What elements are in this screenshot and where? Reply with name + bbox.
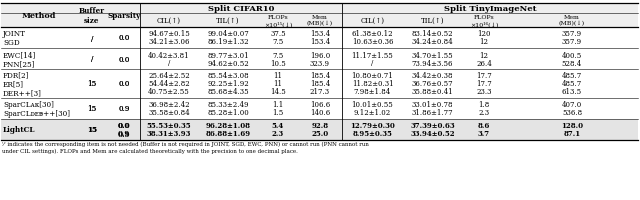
Text: 15: 15 [87,126,97,134]
Text: 185.4: 185.4 [310,80,330,88]
Text: 106.6: 106.6 [310,101,330,109]
Text: 15: 15 [88,105,97,113]
Text: Method: Method [21,12,56,20]
Text: 38.31±3.93: 38.31±3.93 [147,130,191,138]
Text: 7.98±1.84: 7.98±1.84 [354,88,391,96]
Text: 153.4: 153.4 [310,38,330,46]
Text: 15: 15 [87,80,97,88]
Text: SparCLᴀᴋ[30]
SparCLᴅᴇᴃ++[30]: SparCLᴀᴋ[30] SparCLᴅᴇᴃ++[30] [3,100,70,118]
Text: Split TinyImageNet: Split TinyImageNet [444,5,536,13]
Text: 34.42±0.38: 34.42±0.38 [412,72,453,80]
Text: 1.8: 1.8 [478,101,490,109]
Text: 37.5: 37.5 [270,30,286,38]
Text: /: / [91,34,93,42]
Text: 485.7: 485.7 [562,72,582,80]
Text: 36.98±2.42: 36.98±2.42 [148,101,190,109]
Text: under CIL settings). FLOPs and Mem are calculated theoretically with the precisi: under CIL settings). FLOPs and Mem are c… [2,148,298,153]
Text: 40.75±2.55: 40.75±2.55 [148,88,190,96]
Text: 196.0: 196.0 [310,51,330,59]
Text: Mem
(MB)(↓): Mem (MB)(↓) [307,15,333,26]
Text: 15: 15 [87,105,97,113]
Text: 31.86±1.77: 31.86±1.77 [412,109,453,117]
Text: 94.67±0.15: 94.67±0.15 [148,30,190,38]
Text: TIL(↑): TIL(↑) [216,17,240,25]
Text: 120: 120 [477,30,491,38]
Text: JOINT
SGD: JOINT SGD [3,30,26,47]
Text: 17.7: 17.7 [476,72,492,80]
Text: 2.3: 2.3 [272,130,284,138]
Text: 485.7: 485.7 [562,80,582,88]
Text: 15: 15 [87,126,97,134]
Text: Mem
(MB)(↓): Mem (MB)(↓) [559,15,585,26]
Text: 37.39±0.63: 37.39±0.63 [410,122,455,130]
Text: 85.68±4.35: 85.68±4.35 [207,88,249,96]
Text: 10.01±0.55: 10.01±0.55 [351,101,394,109]
Text: 83.14±0.52: 83.14±0.52 [412,30,453,38]
Bar [1,4,638,140]
Text: 128.0: 128.0 [561,122,583,130]
Text: /: / [91,55,93,63]
Text: 0.0: 0.0 [118,80,130,88]
Text: 0.0: 0.0 [118,34,130,42]
Text: 96.28±1.08: 96.28±1.08 [205,122,250,130]
Text: Sparsity: Sparsity [108,12,141,20]
Text: 0.9: 0.9 [118,130,130,138]
Text: 11.82±0.31: 11.82±0.31 [352,80,394,88]
Text: 12: 12 [479,51,488,59]
Text: 140.6: 140.6 [310,109,330,117]
Text: 7.5: 7.5 [273,51,284,59]
Text: 87.1: 87.1 [563,130,580,138]
Text: Buffer
size: Buffer size [79,7,105,24]
Text: 7.5: 7.5 [273,38,284,46]
Text: 2.3: 2.3 [479,109,490,117]
Text: 10.5: 10.5 [270,59,286,67]
Text: 613.5: 613.5 [562,88,582,96]
Bar [1,119,638,140]
Text: 323.9: 323.9 [310,59,330,67]
Text: 400.5: 400.5 [562,51,582,59]
Text: Split CIFAR10: Split CIFAR10 [208,5,274,13]
Text: 85.28±1.00: 85.28±1.00 [207,109,249,117]
Text: 185.4: 185.4 [310,72,330,80]
Text: 0.0
0.9: 0.0 0.9 [118,121,131,138]
Text: 35.88±0.41: 35.88±0.41 [412,88,453,96]
Text: TIL(↑): TIL(↑) [420,17,444,25]
Text: 92.8: 92.8 [312,122,328,130]
Text: CIL(↑): CIL(↑) [360,17,385,25]
Text: CIL(↑): CIL(↑) [157,17,181,25]
Text: FDR[2]
ER[5]
DER++[3]: FDR[2] ER[5] DER++[3] [3,71,42,97]
Text: '⁄' indicates the corresponding item is not needed (Buffer is not required in JO: '⁄' indicates the corresponding item is … [2,141,369,147]
Text: 0.0: 0.0 [118,80,130,88]
Text: 86.88±1.69: 86.88±1.69 [205,130,251,138]
Text: 153.4: 153.4 [310,30,330,38]
Text: 23.3: 23.3 [476,88,492,96]
Text: 34.70±1.55: 34.70±1.55 [412,51,453,59]
Text: 10.63±0.36: 10.63±0.36 [352,38,393,46]
Text: 33.01±0.78: 33.01±0.78 [412,101,453,109]
Text: 33.94±0.52: 33.94±0.52 [410,130,455,138]
Text: /: / [168,59,170,67]
Text: 99.04±0.07: 99.04±0.07 [207,30,249,38]
Text: 86.19±1.32: 86.19±1.32 [207,38,249,46]
Text: 10.80±0.71: 10.80±0.71 [351,72,394,80]
Text: 357.9: 357.9 [562,38,582,46]
Text: 55.53±0.35: 55.53±0.35 [147,122,191,130]
Text: 1.5: 1.5 [273,109,284,117]
Text: 217.3: 217.3 [310,88,330,96]
Text: 25.0: 25.0 [312,130,328,138]
Text: 8.95±0.35: 8.95±0.35 [353,130,392,138]
Text: 40.42±3.81: 40.42±3.81 [148,51,190,59]
Text: 536.8: 536.8 [562,109,582,117]
Text: 92.25±1.92: 92.25±1.92 [207,80,249,88]
Text: 12.79±0.30: 12.79±0.30 [350,122,395,130]
Text: 0.9: 0.9 [118,105,130,113]
Text: 11: 11 [273,72,282,80]
Text: 528.4: 528.4 [562,59,582,67]
Text: 36.76±0.57: 36.76±0.57 [412,80,453,88]
Text: 94.62±0.52: 94.62±0.52 [207,59,249,67]
Text: 12: 12 [479,38,488,46]
Text: 54.44±2.82: 54.44±2.82 [148,80,190,88]
Text: 73.94±3.56: 73.94±3.56 [412,59,453,67]
Text: 85.54±3.08: 85.54±3.08 [207,72,249,80]
Text: EWC[14]
PNN[25]: EWC[14] PNN[25] [3,51,36,68]
